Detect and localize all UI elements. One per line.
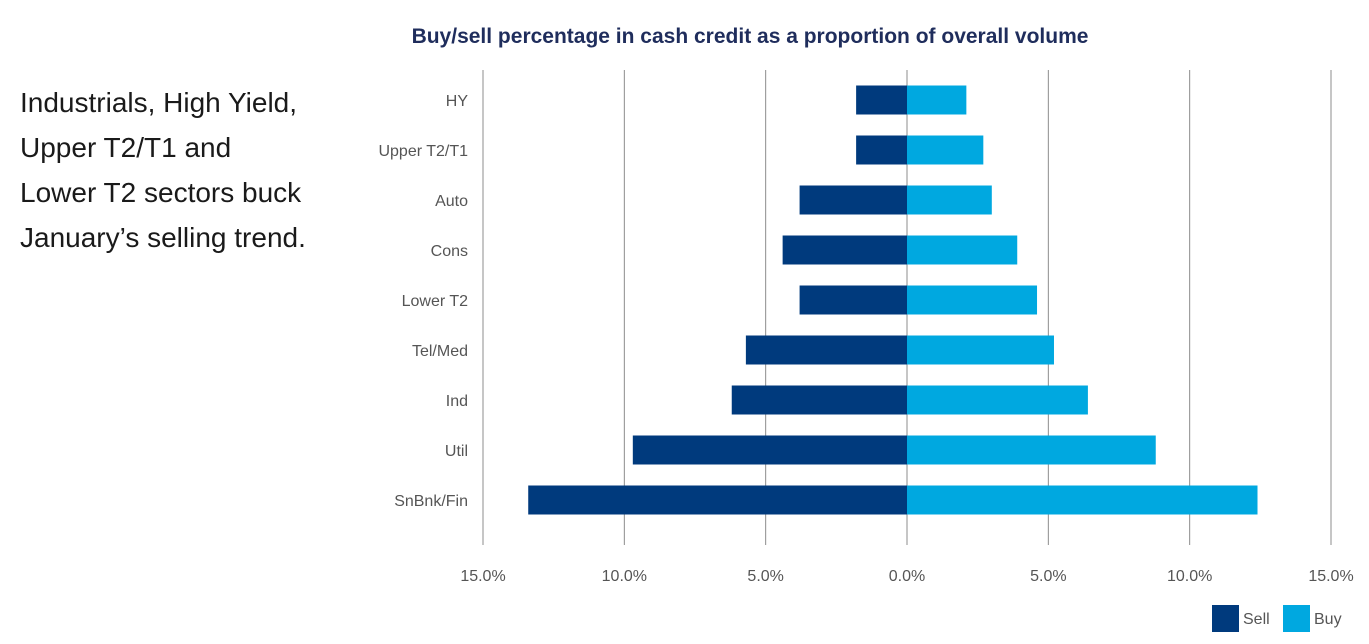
bar-sell-0 xyxy=(856,85,907,115)
bar-sell-1 xyxy=(856,135,907,165)
category-label: Cons xyxy=(431,243,468,260)
grid-lines xyxy=(482,70,1332,545)
bar-buy-4 xyxy=(907,285,1038,315)
bar-buy-6 xyxy=(907,385,1088,415)
side-caption: Industrials, High Yield, Upper T2/T1 and… xyxy=(20,87,306,253)
bar-sell-2 xyxy=(799,185,907,215)
bar-buy-5 xyxy=(907,335,1054,365)
category-label: Upper T2/T1 xyxy=(378,143,468,160)
bar-buy-7 xyxy=(907,435,1156,465)
bar-sell-6 xyxy=(731,385,907,415)
bar-buy-2 xyxy=(907,185,992,215)
x-tick-label: 15.0% xyxy=(1308,568,1353,585)
legend-label-sell: Sell xyxy=(1243,611,1270,628)
bars xyxy=(528,85,1258,515)
bar-buy-1 xyxy=(907,135,984,165)
bar-sell-5 xyxy=(745,335,907,365)
bar-buy-0 xyxy=(907,85,967,115)
bar-sell-4 xyxy=(799,285,907,315)
legend-swatch-sell xyxy=(1212,605,1239,632)
category-label: Auto xyxy=(435,193,468,210)
bar-sell-3 xyxy=(782,235,907,265)
category-label: Util xyxy=(445,443,468,460)
bar-buy-3 xyxy=(907,235,1018,265)
category-label: HY xyxy=(446,93,469,110)
legend-swatch-buy xyxy=(1283,605,1310,632)
x-tick-label: 5.0% xyxy=(1030,568,1066,585)
category-label: Tel/Med xyxy=(412,343,468,360)
bar-sell-8 xyxy=(528,485,907,515)
x-tick-label: 0.0% xyxy=(889,568,925,585)
x-tick-label: 10.0% xyxy=(1167,568,1212,585)
x-tick-label: 10.0% xyxy=(602,568,647,585)
legend: Sell Buy xyxy=(1212,605,1342,632)
x-tick-labels: 15.0% 10.0% 5.0% 0.0% 5.0% 10.0% 15.0% xyxy=(460,568,1353,585)
chart-title: Buy/sell percentage in cash credit as a … xyxy=(412,25,1089,48)
category-label: SnBnk/Fin xyxy=(394,493,468,510)
legend-label-buy: Buy xyxy=(1314,611,1342,628)
x-tick-label: 15.0% xyxy=(460,568,505,585)
bar-buy-8 xyxy=(907,485,1258,515)
category-labels: HY Upper T2/T1 Auto Cons Lower T2 Tel/Med Ind U… xyxy=(378,93,468,510)
bar-sell-7 xyxy=(632,435,907,465)
category-label: Ind xyxy=(446,393,468,410)
x-tick-label: 5.0% xyxy=(747,568,783,585)
category-label: Lower T2 xyxy=(402,293,469,310)
